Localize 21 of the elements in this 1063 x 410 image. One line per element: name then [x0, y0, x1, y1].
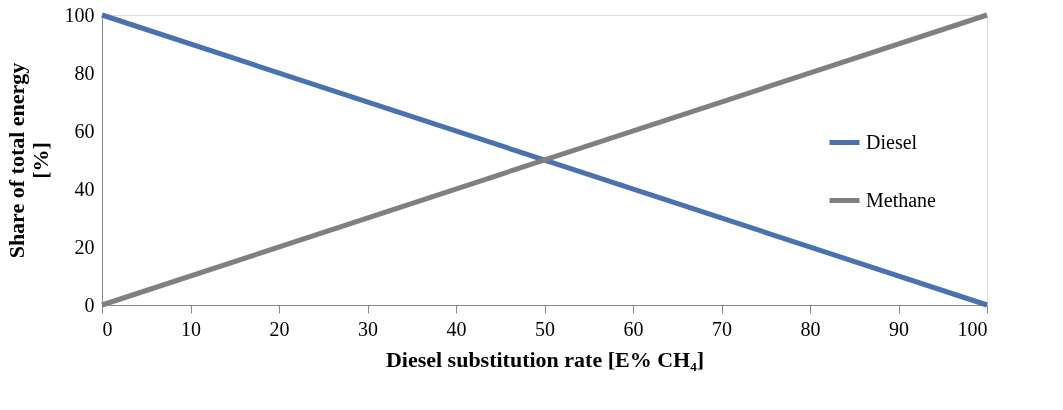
x-tick-label: 0	[102, 317, 113, 340]
x-tick-label: 30	[358, 317, 378, 340]
x-tick-label: 70	[712, 317, 732, 340]
legend-label: Diesel	[866, 130, 918, 153]
x-tick-label: 80	[800, 317, 821, 340]
x-tick-label: 20	[269, 317, 290, 340]
y-tick-label: 100	[64, 3, 95, 26]
y-tick-label: 40	[74, 177, 95, 200]
y-axis-title: Share of total energy [%]	[3, 62, 53, 259]
x-tick-label: 100	[957, 317, 988, 340]
y-tick-label: 20	[74, 235, 95, 258]
x-tick-label: 10	[181, 317, 201, 340]
x-tick-label: 90	[889, 317, 909, 340]
legend-label: Methane	[866, 188, 937, 211]
x-tick-label: 40	[446, 317, 467, 340]
x-axis-title: Diesel substitution rate [E% CH₄]	[385, 346, 705, 372]
x-tick-label: 60	[623, 317, 644, 340]
y-tick-label: 80	[74, 61, 95, 84]
y-tick-label: 0	[84, 293, 95, 316]
y-tick-label: 60	[74, 119, 95, 142]
x-tick-label: 50	[535, 317, 555, 340]
